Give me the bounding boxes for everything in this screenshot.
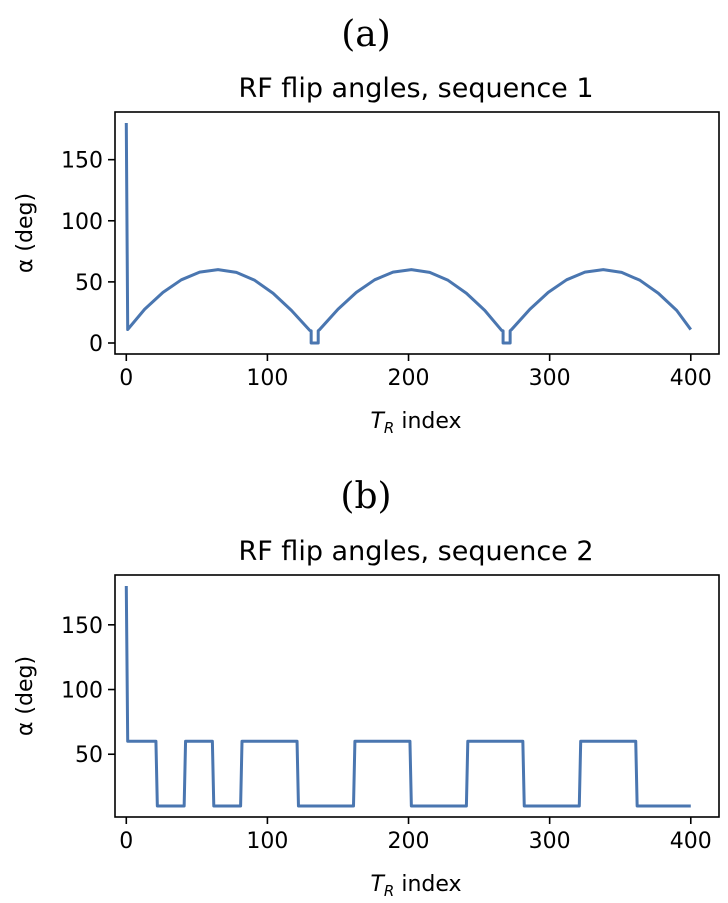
chart-panel-b: (b) RF flip angles, sequence 2 0 100 200 30… — [13, 476, 720, 900]
y-tick-label: 50 — [75, 743, 103, 768]
x-axis-label-main: T — [370, 409, 385, 434]
x-axis-label-sub: R — [384, 882, 394, 900]
x-tick-label: 100 — [246, 829, 288, 854]
x-tick-label: 0 — [119, 829, 133, 854]
x-axis-label-sub: R — [384, 419, 394, 437]
y-tick-label: 100 — [61, 210, 103, 235]
x-tick-label: 300 — [529, 366, 571, 391]
x-tick-label: 400 — [670, 829, 712, 854]
x-axis-label: TR index — [370, 409, 461, 437]
y-tick-label: 0 — [89, 332, 103, 357]
y-axis-label: α (deg) — [13, 656, 38, 736]
series-line — [124, 585, 691, 808]
y-axis-ticks: 50 100 150 — [61, 614, 115, 768]
x-tick-label: 300 — [529, 829, 571, 854]
y-axis-ticks: 0 50 100 150 — [61, 149, 115, 357]
chart-title: RF flip angles, sequence 2 — [238, 536, 593, 567]
panel-label: (a) — [341, 14, 391, 55]
x-tick-label: 200 — [388, 366, 430, 391]
y-tick-label: 150 — [61, 149, 103, 174]
y-tick-label: 150 — [61, 614, 103, 639]
x-tick-label: 0 — [119, 366, 133, 391]
x-axis-ticks: 0 100 200 300 400 — [119, 817, 712, 854]
x-tick-label: 200 — [388, 829, 430, 854]
x-axis-label-main: T — [370, 872, 385, 897]
y-tick-label: 100 — [61, 679, 103, 704]
x-tick-label: 400 — [670, 366, 712, 391]
chart-title: RF flip angles, sequence 1 — [238, 73, 593, 104]
x-tick-label: 100 — [246, 366, 288, 391]
y-tick-label: 50 — [75, 271, 103, 296]
series-line — [124, 122, 692, 345]
plot-frame — [114, 111, 720, 355]
x-axis-ticks: 0 100 200 300 400 — [119, 354, 712, 391]
x-axis-label-rest: index — [394, 409, 461, 434]
x-axis-label: TR index — [370, 872, 461, 900]
x-axis-label-rest: index — [394, 872, 461, 897]
chart-panel-a: (a) RF flip angles, sequence 1 0 100 200 30… — [13, 14, 720, 437]
plot-frame — [114, 574, 720, 818]
panel-label: (b) — [340, 476, 391, 517]
y-axis-label: α (deg) — [13, 193, 38, 273]
